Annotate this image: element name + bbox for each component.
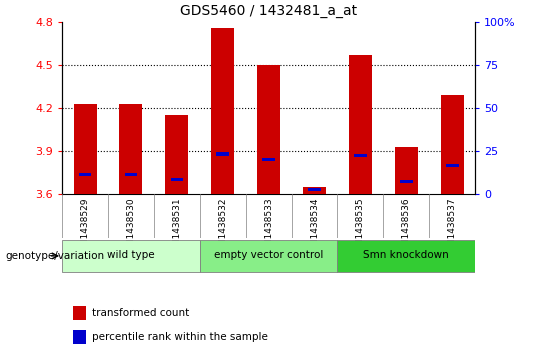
Bar: [73, 104, 97, 194]
FancyBboxPatch shape: [338, 240, 475, 272]
Bar: [165, 115, 188, 194]
FancyBboxPatch shape: [62, 240, 200, 272]
Text: GSM1438533: GSM1438533: [264, 198, 273, 258]
Text: wild type: wild type: [107, 250, 155, 260]
Title: GDS5460 / 1432481_a_at: GDS5460 / 1432481_a_at: [180, 4, 357, 18]
Text: empty vector control: empty vector control: [214, 250, 323, 260]
Bar: [349, 55, 372, 194]
Text: GSM1438535: GSM1438535: [356, 198, 365, 258]
Text: GSM1438536: GSM1438536: [402, 198, 411, 258]
Text: percentile rank within the sample: percentile rank within the sample: [92, 332, 268, 342]
Text: GSM1438529: GSM1438529: [80, 198, 90, 258]
Bar: [171, 178, 183, 182]
Text: genotype/variation: genotype/variation: [5, 251, 105, 261]
Bar: [217, 152, 229, 156]
Bar: [125, 172, 137, 176]
Text: GSM1438534: GSM1438534: [310, 198, 319, 258]
Bar: [303, 187, 326, 194]
FancyBboxPatch shape: [200, 240, 338, 272]
Text: GSM1438530: GSM1438530: [126, 198, 136, 258]
Bar: [308, 188, 321, 191]
Text: transformed count: transformed count: [92, 308, 189, 318]
Bar: [395, 147, 418, 194]
Bar: [211, 28, 234, 194]
Bar: [262, 158, 275, 161]
Text: GSM1438531: GSM1438531: [172, 198, 181, 258]
Text: GSM1438537: GSM1438537: [448, 198, 457, 258]
Bar: [400, 180, 413, 183]
Bar: [354, 154, 367, 157]
Bar: [257, 65, 280, 194]
Text: Smn knockdown: Smn knockdown: [363, 250, 449, 260]
Bar: [446, 164, 458, 167]
Bar: [119, 104, 143, 194]
Text: GSM1438532: GSM1438532: [218, 198, 227, 258]
Bar: [79, 172, 91, 176]
Bar: [441, 95, 464, 194]
